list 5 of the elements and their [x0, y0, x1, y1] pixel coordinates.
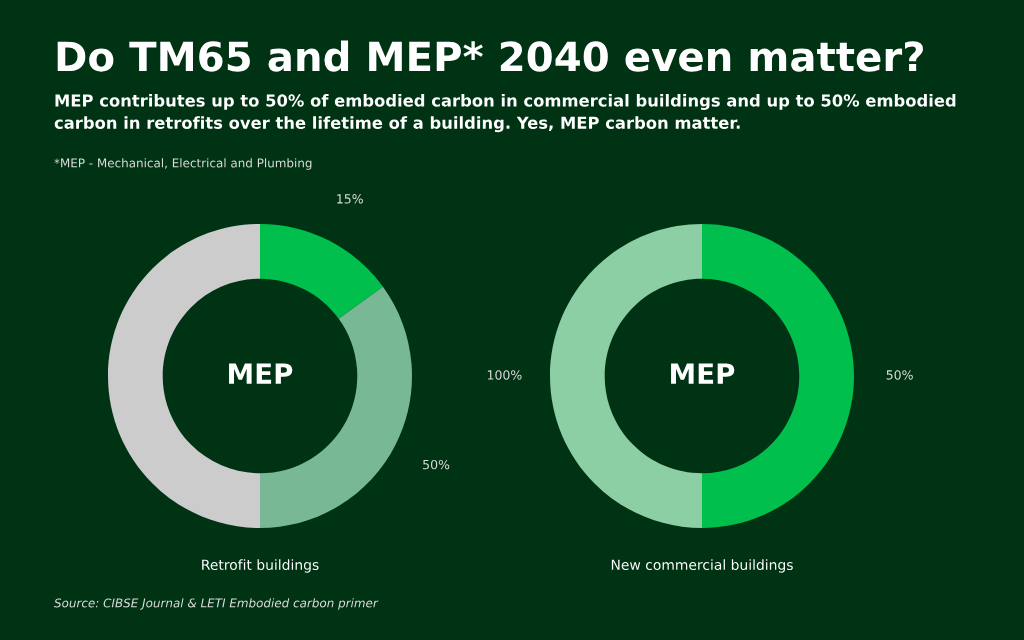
text: MEP	[229, 363, 293, 384]
text: MEP contributes up to 50% of embodied carbon in commercial buildings and up to 50% embodied carbon in retrofits over the lifetime of a building. Yes, MEP carbon matter.	[54, 94, 956, 133]
text: Do TM65 and MEP* 2040 even matter?	[57, 40, 923, 72]
text: MEP	[671, 363, 735, 384]
donut-slice	[260, 224, 383, 319]
